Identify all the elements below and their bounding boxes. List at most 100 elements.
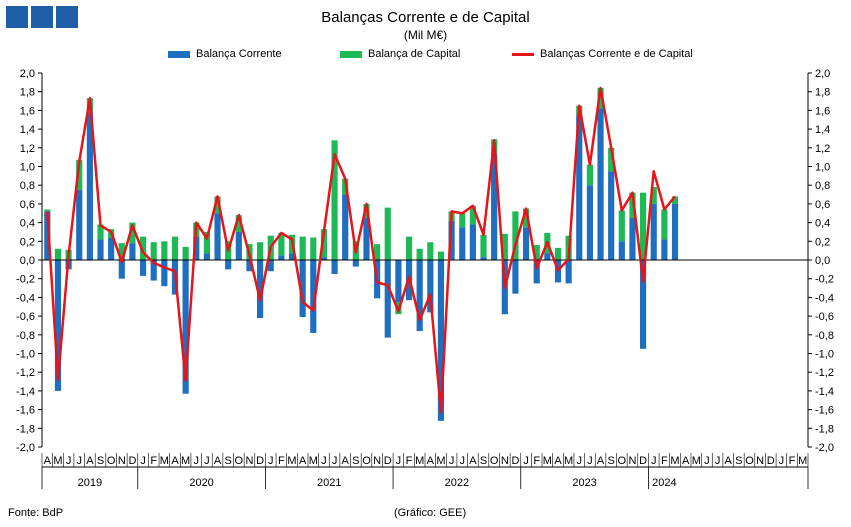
bar-current	[342, 194, 349, 260]
bar-capital	[618, 210, 625, 242]
y-tick-label-left: 1,0	[20, 162, 35, 174]
y-tick-label-right: -1,6	[815, 405, 834, 417]
bar-current	[544, 253, 551, 260]
x-tick-label: F	[150, 455, 157, 467]
bar-current	[278, 255, 285, 260]
bar-current	[108, 237, 115, 260]
bar-capital	[459, 213, 466, 228]
bar-current	[437, 260, 445, 421]
y-tick-label-left: 0,2	[20, 236, 35, 248]
x-tick-label: O	[362, 455, 371, 467]
bar-current	[44, 211, 51, 260]
y-tick-label-left: 1,8	[20, 87, 35, 99]
year-label: 2021	[317, 477, 341, 489]
x-tick-label: N	[756, 455, 764, 467]
bar-current	[310, 260, 317, 333]
bar-capital	[97, 224, 104, 240]
year-label: 2024	[652, 477, 676, 489]
bar-capital	[586, 164, 593, 186]
x-tick-label: S	[225, 455, 232, 467]
bar-current	[384, 260, 391, 338]
bar-capital	[501, 233, 508, 260]
bar-current	[671, 203, 679, 260]
y-tick-label-left: 0,8	[20, 180, 35, 192]
bar-capital	[469, 205, 476, 225]
x-tick-label: A	[44, 455, 52, 467]
bar-current	[182, 260, 189, 394]
y-tick-label-left: 1,6	[20, 105, 35, 117]
chart-legend: Balança Corrente Balança de Capital Bala…	[0, 48, 851, 64]
x-tick-label: M	[160, 455, 169, 467]
x-tick-label: M	[436, 455, 445, 467]
x-tick-label: S	[735, 455, 742, 467]
bar-capital	[320, 229, 328, 258]
legend-swatch-capital	[340, 50, 362, 58]
y-tick-label-right: 0,0	[815, 255, 830, 267]
legend-swatch-current	[168, 50, 190, 58]
y-tick-label-right: -1,2	[815, 367, 834, 379]
bar-capital	[554, 247, 562, 260]
bar-current	[512, 260, 519, 294]
x-tick-label: J	[587, 455, 593, 467]
year-label: 2019	[78, 477, 102, 489]
bar-current	[650, 203, 657, 260]
bar-capital	[629, 192, 636, 218]
y-tick-label-left: 1,4	[20, 124, 35, 136]
bar-capital	[405, 236, 413, 260]
x-tick-label: A	[427, 455, 435, 467]
x-tick-label: D	[639, 455, 647, 467]
bar-capital	[118, 243, 125, 260]
bar-capital	[182, 246, 189, 260]
legend-item-capital: Balança de Capital	[340, 48, 460, 60]
bar-current	[469, 224, 476, 260]
legend-item-total: Balanças Corrente e de Capital	[512, 48, 693, 60]
x-tick-label: J	[194, 455, 200, 467]
y-tick-label-left: -1,0	[16, 349, 35, 361]
bar-current	[576, 115, 583, 260]
x-tick-label: F	[533, 455, 540, 467]
y-tick-label-left: 0,0	[20, 255, 35, 267]
y-tick-label-right: 1,8	[815, 87, 830, 99]
bar-current	[427, 260, 434, 313]
x-tick-label: O	[490, 455, 499, 467]
bar-capital	[299, 236, 306, 260]
bar-capital	[416, 248, 423, 260]
y-tick-label-left: 0,6	[20, 199, 35, 211]
x-tick-label: N	[628, 455, 636, 467]
y-tick-label-right: -0,4	[815, 292, 834, 304]
bar-capital	[533, 245, 540, 260]
bar-current	[299, 260, 306, 318]
bar-current	[448, 220, 455, 260]
bar-current	[97, 239, 104, 260]
y-tick-label-right: -1,8	[815, 423, 834, 435]
bar-capital	[671, 196, 679, 204]
x-tick-label: J	[396, 455, 402, 467]
x-tick-label: M	[309, 455, 318, 467]
x-tick-label: N	[373, 455, 381, 467]
x-tick-label: D	[511, 455, 519, 467]
x-tick-label: N	[245, 455, 253, 467]
y-tick-label-left: -1,4	[16, 386, 35, 398]
bar-capital	[161, 241, 168, 260]
bar-current	[522, 227, 530, 260]
bar-current	[129, 243, 136, 260]
x-tick-label: S	[480, 455, 487, 467]
x-tick-label: J	[779, 455, 785, 467]
bar-capital	[384, 207, 391, 260]
bar-current	[629, 217, 636, 260]
x-tick-label: J	[321, 455, 327, 467]
x-tick-label: M	[287, 455, 296, 467]
x-tick-label: N	[118, 455, 126, 467]
x-tick-label: S	[608, 455, 615, 467]
x-tick-label: J	[268, 455, 274, 467]
bar-current	[214, 213, 221, 260]
bar-current	[267, 260, 274, 272]
x-tick-label: F	[406, 455, 413, 467]
bar-current	[257, 260, 264, 318]
y-tick-label-right: -1,0	[815, 349, 834, 361]
y-tick-label-right: -0,6	[815, 311, 834, 323]
chart-subtitle: (Mil M€)	[403, 28, 448, 42]
x-tick-label: M	[181, 455, 190, 467]
x-tick-label: M	[564, 455, 573, 467]
x-tick-label: O	[618, 455, 627, 467]
